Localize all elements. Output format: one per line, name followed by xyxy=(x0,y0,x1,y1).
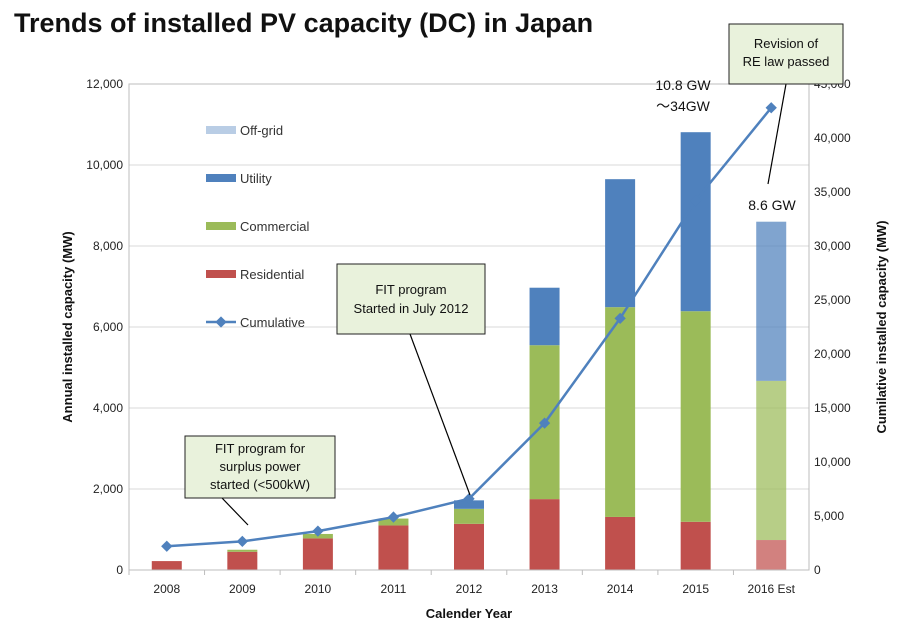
bar-residential xyxy=(680,521,711,570)
y-tick-label: 10,000 xyxy=(86,158,123,172)
y-axis-title: Annual installed capacity (MW) xyxy=(60,231,75,422)
annotation-fit-2012-line-1: FIT program xyxy=(375,282,446,297)
bar-commercial xyxy=(454,508,484,524)
legend-label-off-grid: Off-grid xyxy=(240,123,283,138)
bar-residential xyxy=(756,540,787,570)
y-tick-label: 8,000 xyxy=(93,239,123,253)
bar-commercial xyxy=(680,311,711,522)
y2-tick-label: 15,000 xyxy=(814,401,851,415)
x-tick-label: 2016 Est xyxy=(748,582,796,596)
annotation-fit-surplus-line-3: started (<500kW) xyxy=(210,477,310,492)
legend-item-off-grid: Off-grid xyxy=(206,123,283,138)
y-tick-label: 0 xyxy=(116,563,123,577)
data-label-2015-cumulative: 〜34GW xyxy=(656,98,710,114)
legend-swatch-off-grid xyxy=(206,126,236,134)
bar-residential xyxy=(151,561,182,570)
bar-utility xyxy=(680,132,711,312)
annotation-re-law-box xyxy=(728,23,844,85)
legend-label-residential: Residential xyxy=(240,267,304,282)
y2-tick-label: 20,000 xyxy=(814,347,851,361)
annotation-fit-2012-line-2: Started in July 2012 xyxy=(354,301,469,316)
cumulative-point xyxy=(538,417,551,429)
bar-utility xyxy=(605,179,636,308)
bar-commercial xyxy=(756,380,787,541)
bar-residential xyxy=(529,499,560,570)
bar-utility xyxy=(756,221,787,381)
y-tick-label: 4,000 xyxy=(93,401,123,415)
legend-label-cumulative: Cumulative xyxy=(240,315,305,330)
x-tick-label: 2010 xyxy=(305,582,332,596)
right-axis-ticks: 0 5,000 10,000 15,000 20,000 25,000 30,000 35,0… xyxy=(814,77,851,577)
bar-utility xyxy=(454,500,484,509)
bar-commercial xyxy=(605,307,636,517)
legend-swatch-commercial xyxy=(206,222,236,230)
x-tick-label: 2014 xyxy=(607,582,634,596)
legend: Off-grid Utility Commercial Residential … xyxy=(206,123,309,330)
annotation-fit-2012-leader xyxy=(409,333,471,496)
legend-item-residential: Residential xyxy=(206,267,304,282)
cumulative-point xyxy=(387,511,400,523)
annotation-re-law-line-2: RE law passed xyxy=(743,54,830,69)
cumulative-line-series xyxy=(161,102,777,552)
bar-residential xyxy=(454,523,484,570)
y-tick-label: 6,000 xyxy=(93,320,123,334)
x-tick-label: 2012 xyxy=(456,582,483,596)
legend-swatch-utility xyxy=(206,174,236,182)
bar-residential xyxy=(302,538,333,570)
cumulative-point xyxy=(312,525,324,537)
legend-label-utility: Utility xyxy=(240,171,272,186)
x-axis-ticks: 2008 2009 2010 2011 2012 2013 2014 2015 2016 Est xyxy=(128,570,796,596)
annotation-re-law-line-1: Revision of xyxy=(754,36,819,51)
annotation-fit-surplus: FIT program for surplus power started (<… xyxy=(184,435,336,526)
bar-series xyxy=(151,132,787,570)
annotation-fit-surplus-leader xyxy=(221,497,249,526)
y2-tick-label: 10,000 xyxy=(814,455,851,469)
annotation-re-law: Revision of RE law passed xyxy=(728,23,844,185)
bar-residential xyxy=(605,516,636,570)
bar-residential xyxy=(378,525,409,570)
bar-residential xyxy=(227,551,258,570)
left-axis-ticks: 0 2,000 4,000 6,000 8,000 10,000 12,000 xyxy=(86,77,123,577)
annotation-fit-surplus-box xyxy=(184,435,336,499)
y2-tick-label: 25,000 xyxy=(814,293,851,307)
y-tick-label: 12,000 xyxy=(86,77,123,91)
cumulative-point xyxy=(690,194,702,207)
y2-tick-label: 40,000 xyxy=(814,131,851,145)
x-tick-label: 2011 xyxy=(381,582,407,596)
x-axis-title: Calender Year xyxy=(426,606,512,621)
legend-swatch-residential xyxy=(206,270,236,278)
annotation-fit-surplus-line-1: FIT program for xyxy=(215,441,306,456)
cumulative-point xyxy=(614,312,626,325)
legend-label-commercial: Commercial xyxy=(240,219,309,234)
cumulative-point xyxy=(463,493,475,505)
data-label-2016-annual: 8.6 GW xyxy=(748,197,796,213)
y2-tick-label: 30,000 xyxy=(814,239,851,253)
y2-axis-title: Cumilative installed capacity (MW) xyxy=(874,220,889,433)
legend-item-cumulative: Cumulative xyxy=(206,315,305,330)
cumulative-point xyxy=(236,535,248,548)
bar-commercial xyxy=(227,549,258,552)
legend-item-commercial: Commercial xyxy=(206,219,309,234)
x-tick-label: 2015 xyxy=(682,582,709,596)
data-label-2015-annual: 10.8 GW xyxy=(655,77,711,93)
y2-tick-label: 0 xyxy=(814,563,821,577)
annotation-re-law-leader xyxy=(767,83,787,185)
cumulative-point xyxy=(161,540,173,552)
chart-title: Trends of installed PV capacity (DC) in … xyxy=(14,8,594,38)
plot-border xyxy=(128,83,810,571)
annotation-fit-2012: FIT program Started in July 2012 xyxy=(336,263,486,496)
bar-utility xyxy=(529,287,560,346)
legend-marker-cumulative xyxy=(215,316,227,328)
annotation-fit-surplus-line-2: surplus power xyxy=(220,459,302,474)
y2-tick-label: 5,000 xyxy=(814,509,844,523)
x-tick-label: 2013 xyxy=(531,582,558,596)
annotation-fit-2012-box xyxy=(336,263,486,335)
x-tick-label: 2008 xyxy=(153,582,180,596)
y-tick-label: 2,000 xyxy=(93,482,123,496)
x-tick-label: 2009 xyxy=(229,582,256,596)
y2-tick-label: 35,000 xyxy=(814,185,851,199)
legend-item-utility: Utility xyxy=(206,171,272,186)
